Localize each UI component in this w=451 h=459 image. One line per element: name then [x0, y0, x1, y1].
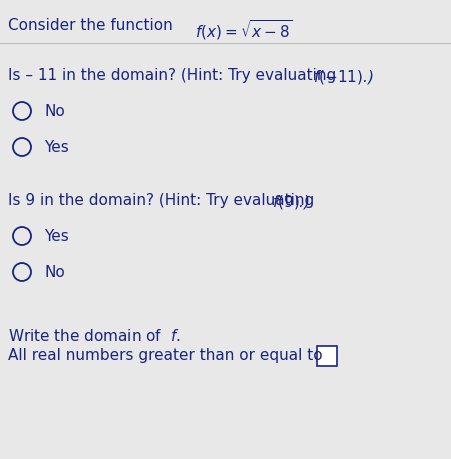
Text: Is 9 in the domain? (Hint: Try evaluating: Is 9 in the domain? (Hint: Try evaluatin…	[8, 193, 319, 207]
Text: Write the domain of  $f$.: Write the domain of $f$.	[8, 327, 181, 343]
FancyBboxPatch shape	[317, 346, 337, 366]
Text: Yes: Yes	[44, 140, 69, 155]
Text: All real numbers greater than or equal to: All real numbers greater than or equal t…	[8, 347, 322, 362]
Text: $f(9)$.): $f(9)$.)	[272, 193, 310, 211]
Text: No: No	[44, 104, 65, 119]
Text: Is – 11 in the domain? (Hint: Try evaluating: Is – 11 in the domain? (Hint: Try evalua…	[8, 68, 341, 83]
Text: No: No	[44, 265, 65, 280]
Text: $f(x) = \sqrt{x-8}$: $f(x) = \sqrt{x-8}$	[195, 18, 293, 42]
Text: Yes: Yes	[44, 229, 69, 244]
Text: Consider the function: Consider the function	[8, 18, 178, 33]
Text: $f(-11)$.): $f(-11)$.)	[313, 68, 374, 86]
